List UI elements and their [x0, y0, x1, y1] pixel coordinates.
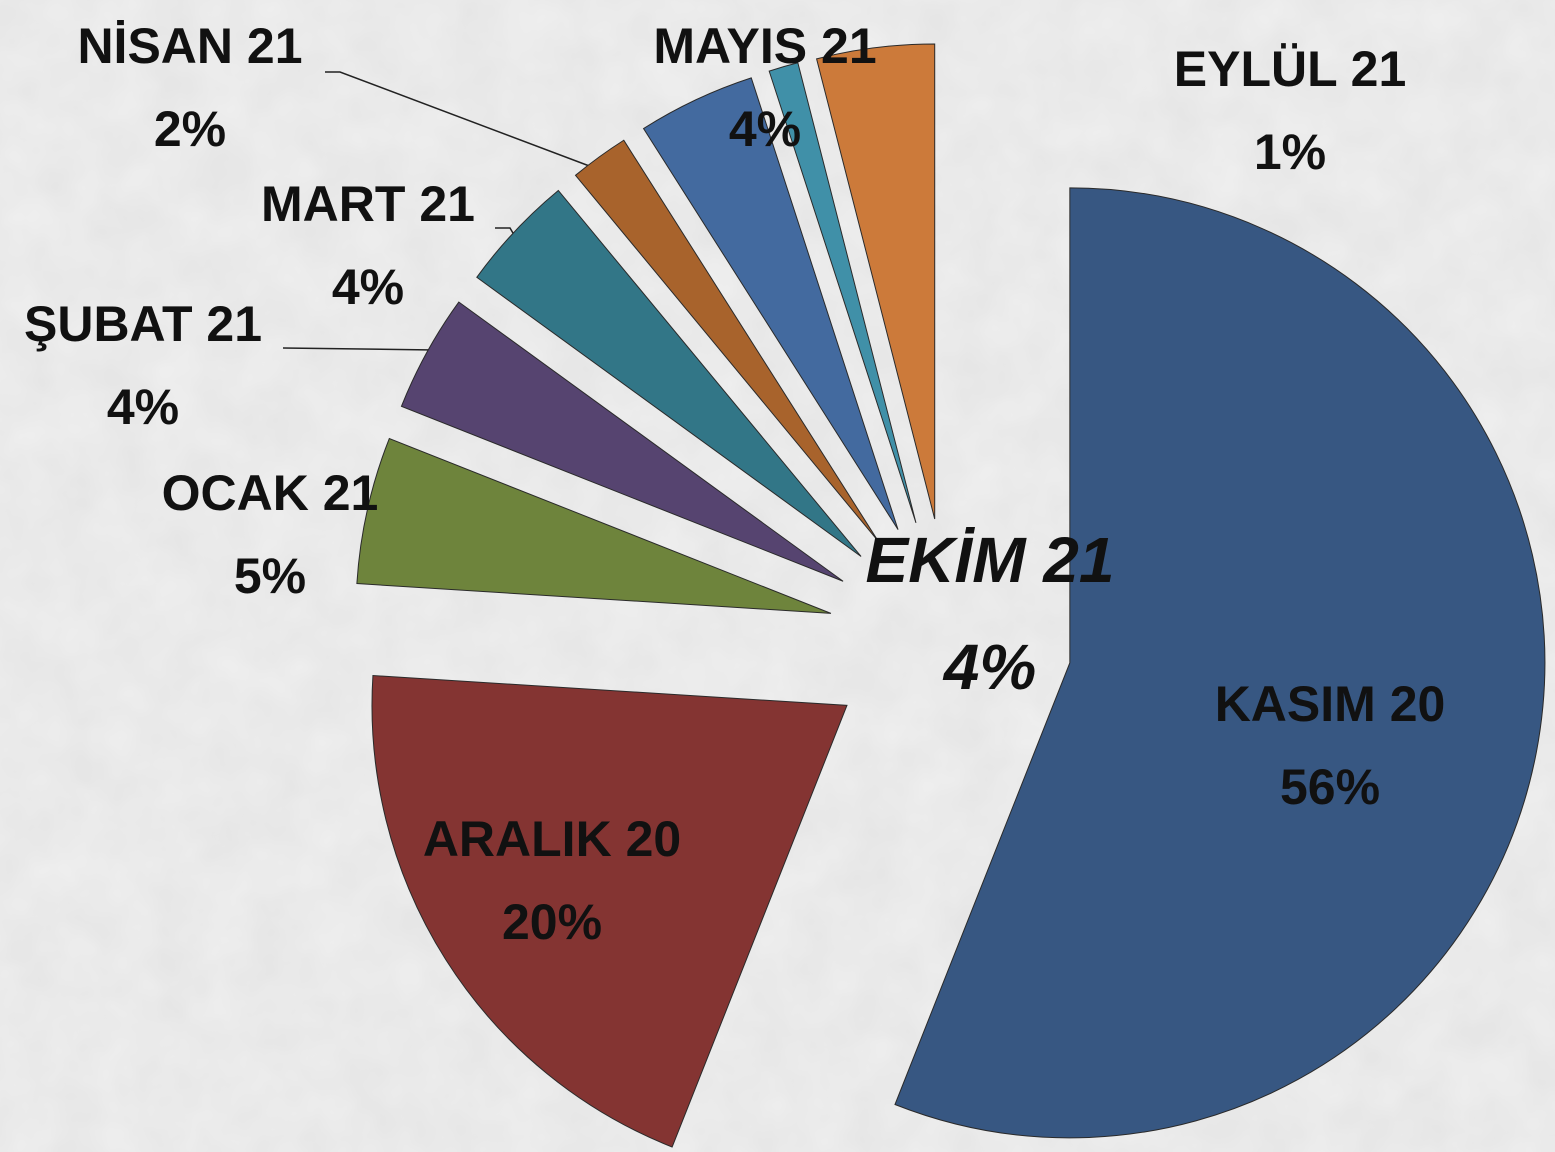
pie-slice	[574, 139, 879, 542]
slice-label: MAYIS 21	[653, 18, 876, 74]
pie-slice	[768, 62, 917, 523]
slice-value-label: 5%	[234, 548, 306, 604]
slice-value-label: 4%	[942, 631, 1037, 703]
slice-value-label: 2%	[154, 101, 226, 157]
slice-label: ŞUBAT 21	[24, 296, 262, 352]
slice-value-label: 4%	[729, 101, 801, 157]
slice-label: EKİM 21	[866, 524, 1115, 596]
slice-value-label: 56%	[1280, 759, 1380, 815]
pie-slice	[476, 189, 862, 557]
slice-value-label: 20%	[502, 894, 602, 950]
leader-line	[282, 347, 436, 351]
pie-slice	[371, 675, 848, 1148]
pie-slice	[356, 437, 832, 614]
slice-label: ARALIK 20	[423, 811, 681, 867]
pie-slice	[400, 301, 844, 582]
pie-slice	[894, 187, 1546, 1139]
slice-label: EYLÜL 21	[1174, 41, 1407, 97]
slice-value-label: 4%	[107, 379, 179, 435]
slice-label: MART 21	[261, 176, 475, 232]
slice-value-label: 1%	[1254, 124, 1326, 180]
slice-label: NİSAN 21	[77, 18, 302, 74]
leader-line	[325, 71, 601, 171]
pie-slice	[642, 77, 899, 530]
pie-slice	[815, 43, 936, 520]
slice-label: KASIM 20	[1215, 676, 1446, 732]
slice-label: OCAK 21	[162, 465, 379, 521]
slice-value-label: 4%	[332, 259, 404, 315]
